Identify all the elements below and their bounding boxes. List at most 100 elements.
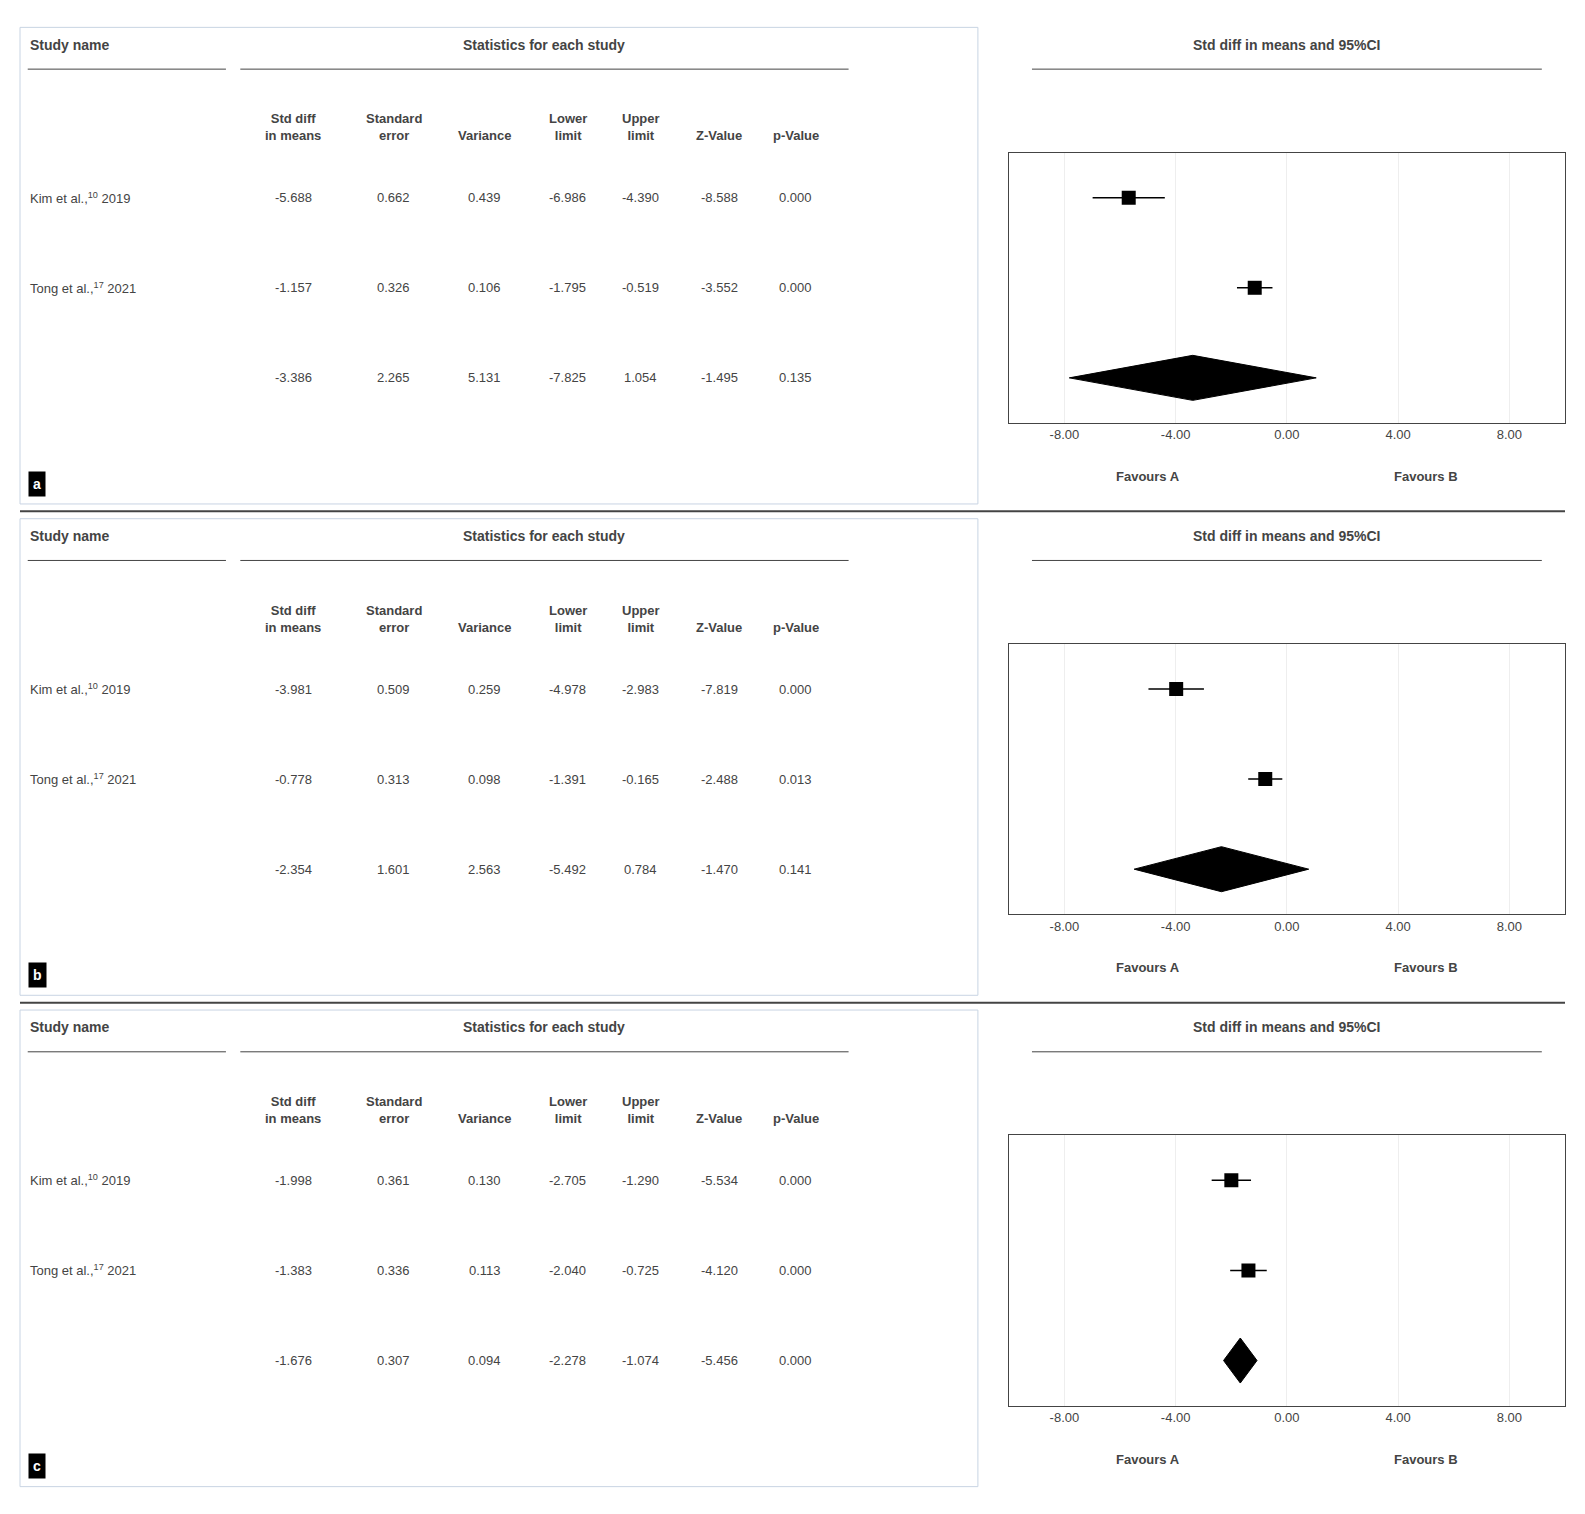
- svg-text:p-Value: p-Value: [773, 1111, 819, 1126]
- svg-text:-4.00: -4.00: [1161, 1410, 1191, 1425]
- svg-text:Z-Value: Z-Value: [696, 620, 742, 635]
- svg-text:Std diffin means: Std diffin means: [265, 111, 321, 143]
- svg-text:-7.819: -7.819: [701, 682, 738, 697]
- svg-text:0.135: 0.135: [779, 370, 812, 385]
- svg-text:p-Value: p-Value: [773, 620, 819, 635]
- svg-text:0.509: 0.509: [377, 682, 410, 697]
- svg-text:-1.470: -1.470: [701, 862, 738, 877]
- svg-text:-2.983: -2.983: [622, 682, 659, 697]
- svg-text:0.00: 0.00: [1274, 1410, 1299, 1425]
- svg-text:0.000: 0.000: [779, 280, 812, 295]
- svg-text:8.00: 8.00: [1497, 1410, 1522, 1425]
- svg-text:0.361: 0.361: [377, 1173, 410, 1188]
- svg-text:5.131: 5.131: [468, 370, 501, 385]
- svg-text:0.307: 0.307: [377, 1353, 410, 1368]
- svg-text:0.094: 0.094: [468, 1353, 501, 1368]
- svg-text:0.662: 0.662: [377, 190, 410, 205]
- svg-text:0.336: 0.336: [377, 1263, 410, 1278]
- svg-text:1.601: 1.601: [377, 862, 410, 877]
- svg-text:-3.981: -3.981: [275, 682, 312, 697]
- svg-text:0.784: 0.784: [624, 862, 657, 877]
- svg-text:Tong et al.,​17​ 2021: Tong et al.,​17​ 2021: [30, 280, 136, 296]
- svg-text:-6.986: -6.986: [549, 190, 586, 205]
- svg-text:-1.676: -1.676: [275, 1353, 312, 1368]
- svg-text:-0.519: -0.519: [622, 280, 659, 295]
- svg-text:-2.040: -2.040: [549, 1263, 586, 1278]
- svg-text:0.000: 0.000: [779, 190, 812, 205]
- svg-text:4.00: 4.00: [1385, 427, 1410, 442]
- svg-text:Std diffin means: Std diffin means: [265, 603, 321, 635]
- svg-text:Lowerlimit: Lowerlimit: [549, 1094, 587, 1126]
- svg-text:-5.534: -5.534: [701, 1173, 738, 1188]
- svg-text:-4.120: -4.120: [701, 1263, 738, 1278]
- svg-text:-4.00: -4.00: [1161, 427, 1191, 442]
- svg-text:Study name: Study name: [30, 37, 110, 53]
- svg-text:-8.588: -8.588: [701, 190, 738, 205]
- svg-text:Standarderror: Standarderror: [366, 603, 422, 635]
- svg-text:0.313: 0.313: [377, 772, 410, 787]
- svg-text:Upperlimit: Upperlimit: [622, 1094, 660, 1126]
- svg-text:0.013: 0.013: [779, 772, 812, 787]
- svg-text:-1.495: -1.495: [701, 370, 738, 385]
- svg-text:-1.795: -1.795: [549, 280, 586, 295]
- svg-text:Std diffin means: Std diffin means: [265, 1094, 321, 1126]
- svg-text:8.00: 8.00: [1497, 427, 1522, 442]
- svg-text:0.000: 0.000: [779, 1173, 812, 1188]
- svg-text:-2.488: -2.488: [701, 772, 738, 787]
- svg-text:Lowerlimit: Lowerlimit: [549, 603, 587, 635]
- svg-text:0.000: 0.000: [779, 682, 812, 697]
- svg-text:Tong et al.,​17​ 2021: Tong et al.,​17​ 2021: [30, 1262, 136, 1278]
- svg-text:Favours A: Favours A: [1116, 469, 1180, 484]
- svg-text:0.439: 0.439: [468, 190, 501, 205]
- svg-text:Favours B: Favours B: [1394, 1452, 1458, 1467]
- svg-text:b: b: [33, 967, 42, 983]
- svg-text:-4.00: -4.00: [1161, 919, 1191, 934]
- svg-text:-0.778: -0.778: [275, 772, 312, 787]
- svg-text:0.00: 0.00: [1274, 427, 1299, 442]
- svg-text:Statistics for each study: Statistics for each study: [463, 37, 625, 53]
- svg-text:Lowerlimit: Lowerlimit: [549, 111, 587, 143]
- svg-text:Favours B: Favours B: [1394, 469, 1458, 484]
- svg-text:Std diff in means and 95%CI: Std diff in means and 95%CI: [1193, 1019, 1380, 1035]
- svg-text:0.113: 0.113: [469, 1263, 501, 1278]
- svg-text:Standarderror: Standarderror: [366, 111, 422, 143]
- svg-text:Z-Value: Z-Value: [696, 128, 742, 143]
- svg-text:-1.157: -1.157: [275, 280, 312, 295]
- svg-text:-4.978: -4.978: [549, 682, 586, 697]
- svg-text:Upperlimit: Upperlimit: [622, 111, 660, 143]
- svg-text:Std diff in means and 95%CI: Std diff in means and 95%CI: [1193, 528, 1380, 544]
- svg-text:-3.552: -3.552: [701, 280, 738, 295]
- svg-text:Statistics for each study: Statistics for each study: [463, 1019, 625, 1035]
- svg-text:Kim et al.,​10​ 2019: Kim et al.,​10​ 2019: [30, 190, 130, 206]
- svg-text:Variance: Variance: [458, 620, 512, 635]
- svg-text:0.000: 0.000: [779, 1353, 812, 1368]
- svg-text:p-Value: p-Value: [773, 128, 819, 143]
- svg-text:Kim et al.,​10​ 2019: Kim et al.,​10​ 2019: [30, 681, 130, 697]
- svg-text:c: c: [33, 1458, 41, 1474]
- svg-text:0.326: 0.326: [377, 280, 410, 295]
- svg-text:-8.00: -8.00: [1050, 1410, 1080, 1425]
- svg-text:Study name: Study name: [30, 528, 110, 544]
- svg-text:-2.354: -2.354: [275, 862, 312, 877]
- svg-text:-7.825: -7.825: [549, 370, 586, 385]
- svg-text:Variance: Variance: [458, 128, 512, 143]
- svg-text:-1.998: -1.998: [275, 1173, 312, 1188]
- svg-text:-8.00: -8.00: [1050, 919, 1080, 934]
- svg-text:0.098: 0.098: [468, 772, 501, 787]
- svg-text:-5.492: -5.492: [549, 862, 586, 877]
- svg-text:-2.278: -2.278: [549, 1353, 586, 1368]
- svg-text:Favours A: Favours A: [1116, 1452, 1180, 1467]
- svg-text:0.000: 0.000: [779, 1263, 812, 1278]
- svg-text:-1.074: -1.074: [622, 1353, 659, 1368]
- svg-text:Std diff in means and 95%CI: Std diff in means and 95%CI: [1193, 37, 1380, 53]
- svg-text:-1.290: -1.290: [622, 1173, 659, 1188]
- svg-text:2.265: 2.265: [377, 370, 410, 385]
- svg-text:-1.391: -1.391: [549, 772, 586, 787]
- svg-text:Tong et al.,​17​ 2021: Tong et al.,​17​ 2021: [30, 771, 136, 787]
- svg-text:Z-Value: Z-Value: [696, 1111, 742, 1126]
- svg-text:Favours B: Favours B: [1394, 960, 1458, 975]
- svg-text:2.563: 2.563: [468, 862, 501, 877]
- svg-text:-5.456: -5.456: [701, 1353, 738, 1368]
- svg-text:0.00: 0.00: [1274, 919, 1299, 934]
- svg-text:0.259: 0.259: [468, 682, 501, 697]
